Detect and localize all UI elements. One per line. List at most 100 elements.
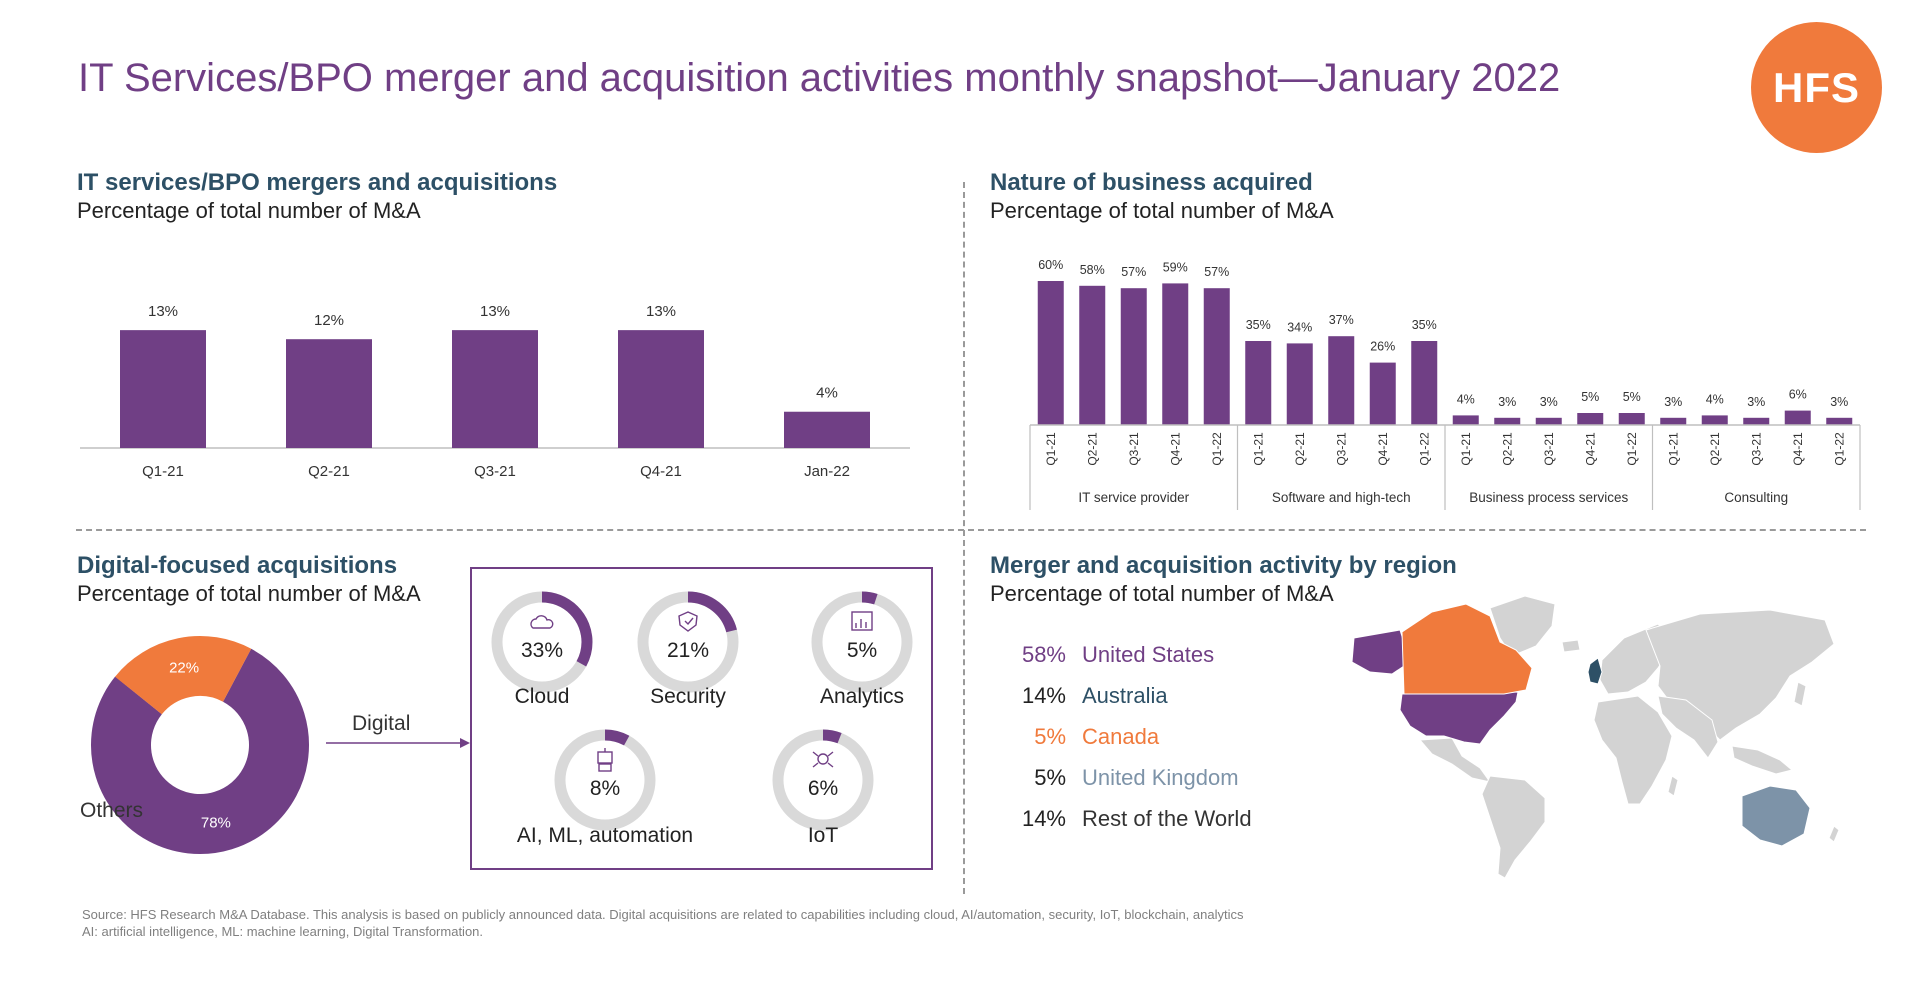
nature-bar-label: 6% (1789, 388, 1807, 402)
shield-icon (678, 611, 698, 632)
ma-bar (286, 339, 372, 448)
nature-bar-label: 37% (1329, 313, 1354, 327)
ma-bar (784, 411, 870, 448)
horizontal-divider (76, 529, 1866, 531)
donut-slice-label: 78% (201, 814, 231, 831)
region-legend-name: Rest of the World (1082, 806, 1252, 831)
nature-bar (1701, 415, 1728, 425)
donut-slice-others (91, 636, 309, 854)
region-legend-pct: 5% (1034, 724, 1066, 749)
australia-shape (1741, 785, 1811, 847)
world-map (1351, 595, 1840, 879)
donut-slice-label: 22% (169, 660, 199, 677)
nature-tick-label: Q1-21 (1666, 432, 1680, 466)
nature-bar (1328, 336, 1355, 425)
nature-tick-label: Q3-21 (1749, 432, 1763, 466)
nature-bar-label: 35% (1246, 318, 1271, 332)
canada-shape (1401, 603, 1533, 695)
nature-bar (1162, 283, 1189, 425)
nature-bar (1743, 417, 1770, 425)
nature-tick-label: Q2-21 (1085, 432, 1099, 466)
gauge-label: Cloud (515, 685, 570, 708)
robot-icon (597, 748, 613, 772)
gauge-value: 21% (667, 639, 709, 662)
gauge-fill (491, 591, 593, 693)
region-legend-pct: 58% (1021, 642, 1066, 667)
region-legend-row: 58% United States (1014, 642, 1214, 668)
nature-group-label: IT service provider (1078, 490, 1189, 505)
ma-panel-title: IT services/BPO mergers and acquisitions (77, 169, 558, 196)
se-asia-shape (1731, 745, 1794, 775)
footnote-line-1: Source: HFS Research M&A Database. This … (82, 907, 1244, 922)
gauge-value: 8% (590, 777, 620, 800)
nature-bar (1660, 417, 1687, 425)
nature-bar (1120, 288, 1147, 425)
nature-tick-label: Q4-21 (1168, 432, 1182, 466)
middle-east-india-shape (1657, 695, 1719, 759)
region-legend-pct: 5% (1034, 765, 1066, 790)
nature-tick-label: Q1-21 (1459, 432, 1473, 466)
footnote: Source: HFS Research M&A Database. This … (82, 906, 1243, 940)
ma-bar-label: 13% (148, 303, 178, 320)
nature-bar (1494, 417, 1521, 425)
ma-bar (452, 330, 538, 448)
gauge-label: AI, ML, automation (517, 824, 693, 847)
iceland-shape (1561, 639, 1581, 653)
usa-shape (1399, 691, 1519, 745)
ma-bar-label: 13% (480, 303, 510, 320)
nature-bar-label: 3% (1540, 395, 1558, 409)
digital-arrow-head (460, 738, 470, 748)
gauge-label: Analytics (820, 685, 904, 708)
region-legend-name: United States (1082, 642, 1215, 667)
alaska-shape (1351, 629, 1411, 675)
nature-bar (1826, 417, 1853, 425)
nature-bar-label: 4% (1706, 392, 1724, 406)
hfs-logo: HFS (1751, 22, 1882, 153)
nature-tick-label: Q3-21 (1334, 432, 1348, 466)
region-panel-title: Merger and acquisition activity by regio… (990, 552, 1457, 579)
digital-arrow-label: Digital (352, 712, 410, 735)
nature-bar (1452, 415, 1479, 425)
nature-tick-label: Q1-21 (1251, 432, 1265, 466)
ma-bar-label: 13% (646, 303, 676, 320)
analytics-icon (851, 611, 873, 631)
nature-tick-label: Q4-21 (1583, 432, 1597, 466)
nature-bar-label: 3% (1830, 395, 1848, 409)
japan-shape (1793, 681, 1807, 707)
nature-group-label: Software and high-tech (1272, 490, 1411, 505)
digital-panel-subtitle: Percentage of total number of M&A (77, 581, 421, 606)
gauge-fill (637, 591, 739, 693)
nature-tick-label: Q2-21 (1500, 432, 1514, 466)
ma-tick-label: Q1-21 (142, 463, 184, 480)
central-america-shape (1418, 737, 1492, 783)
gauge-fill (772, 729, 874, 831)
nature-group-label: Business process services (1469, 490, 1628, 505)
ma-tick-label: Q3-21 (474, 463, 516, 480)
region-legend-name: Canada (1082, 724, 1160, 749)
nature-tick-label: Q1-22 (1625, 432, 1639, 466)
region-legend-name: Australia (1082, 683, 1168, 708)
ma-bar (120, 330, 206, 448)
nature-tick-label: Q1-22 (1417, 432, 1431, 466)
region-panel-subtitle: Percentage of total number of M&A (990, 581, 1334, 606)
nature-panel-title: Nature of business acquired (990, 169, 1313, 196)
gauge-fill (811, 591, 913, 693)
nature-bar-label: 3% (1498, 395, 1516, 409)
nature-tick-label: Q4-21 (1376, 432, 1390, 466)
nature-bar (1577, 413, 1604, 425)
africa-shape (1593, 695, 1673, 805)
nature-tick-label: Q4-21 (1791, 432, 1805, 466)
nature-bar-chart: 60% Q1-21 58% Q2-21 57% Q3-21 59% Q4-21 57% Q1-22… (1029, 258, 1861, 510)
greenland-shape (1489, 595, 1556, 657)
nature-bar (1784, 410, 1811, 425)
iot-icon (812, 751, 834, 768)
nature-bar-label: 57% (1121, 265, 1146, 279)
ma-bar (618, 330, 704, 448)
ma-bar-label: 4% (816, 385, 838, 402)
nature-bar-label: 58% (1080, 263, 1105, 277)
ma-tick-label: Q4-21 (640, 463, 682, 480)
region-legend-pct: 14% (1021, 806, 1066, 831)
nature-bar-label: 57% (1204, 265, 1229, 279)
nature-bar-label: 34% (1287, 320, 1312, 334)
ma-bar-label: 12% (314, 312, 344, 329)
